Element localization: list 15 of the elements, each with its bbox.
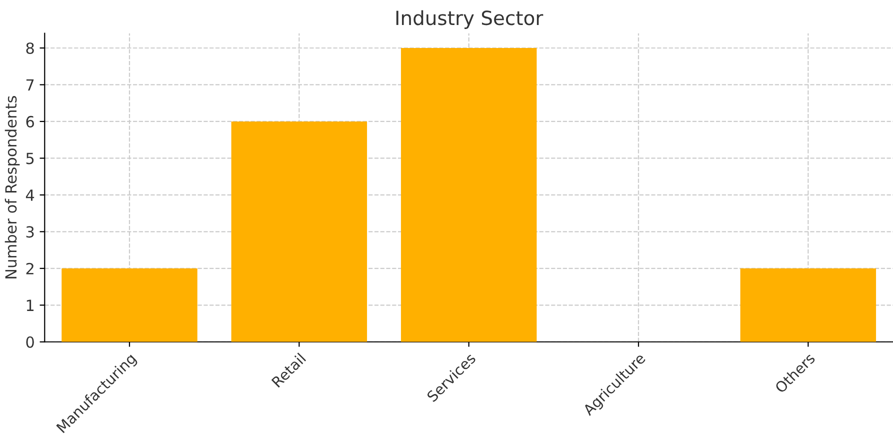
bar — [740, 268, 876, 342]
y-tick-label: 4 — [26, 190, 34, 201]
y-tick-label: 6 — [26, 116, 34, 128]
bar — [62, 268, 198, 342]
y-tick-label: 8 — [26, 42, 34, 54]
y-tick-label: 5 — [26, 152, 34, 164]
chart-title: Industry Sector — [396, 10, 544, 30]
y-tick-label: 0 — [26, 336, 34, 348]
bar — [231, 121, 368, 342]
y-tick-label: 1 — [26, 300, 34, 311]
bar — [400, 48, 537, 342]
y-tick-label: 2 — [26, 262, 34, 274]
y-axis-title: Number of Respondents — [4, 96, 20, 278]
y-tick-label: 7 — [26, 79, 34, 91]
y-tick-label: 3 — [26, 226, 34, 238]
